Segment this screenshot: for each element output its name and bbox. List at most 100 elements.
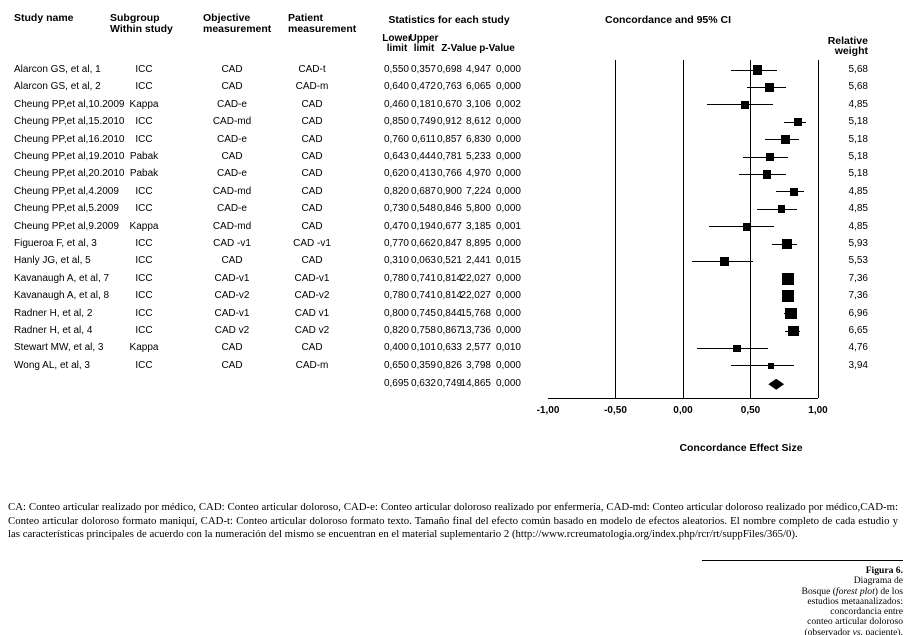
cell-study-name: Stewart MW, et al, 3 (14, 342, 104, 354)
cell-z-value: 22,027 (460, 290, 491, 302)
column-header-upper-limit-line2: limit (413, 43, 435, 54)
cell-upper-limit: 0,633 (436, 342, 462, 354)
cell-relative-weight: 7,36 (848, 290, 868, 302)
cell-subgroup: ICC (135, 272, 153, 284)
cell-upper-limit: 0,857 (436, 133, 462, 145)
table-row: Cheung PP,et al,15.2010 ICC CAD-md CAD 0,850… (0, 114, 906, 130)
column-header-objective-line1: Objective (203, 12, 251, 24)
x-tick-label: 0,00 (673, 405, 693, 416)
cell-relative-weight: 4,85 (848, 98, 868, 110)
cell-objective-measurement: CAD-e (216, 133, 247, 145)
cell-concordance: 0,643 (383, 151, 409, 162)
column-header-concordance-ci: Concordance and 95% CI (604, 14, 732, 26)
cell-upper-limit: 0,698 (436, 64, 462, 75)
cell-study-name: Cheung PP,et al,9.2009 (14, 220, 119, 232)
effect-square (733, 344, 741, 353)
cell-objective-measurement: CAD-e (216, 98, 247, 110)
cell-z-value: 8,895 (465, 238, 491, 249)
cell-upper-limit: 0,867 (436, 325, 462, 336)
cell-lower-limit: 0,357 (410, 64, 436, 75)
cell-relative-weight: 4,85 (848, 220, 868, 232)
ci-whisker (709, 226, 775, 228)
column-header-p-value: p-Value (479, 43, 515, 54)
ci-whisker (707, 104, 774, 106)
cell-p-value: 0,000 (495, 238, 521, 249)
cell-study-name: Alarcon GS, et al, 2 (14, 81, 101, 93)
cell-patient-measurement: CAD-m (295, 81, 329, 93)
cell-subgroup: Kappa (129, 220, 159, 232)
figure-caption-line: (observador vs. paciente). (804, 626, 903, 635)
column-header-subgroup-line2: Within study (110, 23, 173, 35)
cell-relative-weight: 5,68 (848, 64, 868, 75)
table-row: Radner H, et al, 4 ICC CAD v2 CAD v2 0,820 0,… (0, 323, 906, 339)
cell-lower-limit: 0,194 (410, 220, 436, 232)
cell-concordance: 0,730 (383, 203, 409, 215)
cell-z-value: 2,577 (465, 342, 491, 354)
cell-relative-weight: 6,96 (848, 307, 868, 319)
column-header-statistics-group: Statistics for each study (388, 14, 510, 26)
cell-lower-limit: 0,359 (410, 359, 436, 371)
cell-relative-weight: 6,65 (848, 325, 868, 336)
cell-lower-limit: 0,745 (410, 307, 436, 319)
cell-lower-limit: 0,181 (410, 98, 436, 110)
cell-concordance: 0,850 (383, 116, 409, 128)
cell-z-value: 7,224 (465, 185, 491, 197)
cell-relative-weight: 4,85 (848, 203, 868, 215)
cell-objective-measurement: CAD-e (216, 168, 247, 180)
plot-gridline (750, 60, 751, 398)
cell-p-value: 0,000 (495, 185, 521, 197)
cell-lower-limit: 0,101 (410, 342, 436, 354)
cell-z-value: 6,065 (465, 81, 491, 93)
cell-p-value: 0,000 (495, 81, 521, 93)
cell-study-name: Alarcon GS, et al, 1 (14, 64, 101, 75)
table-row: Alarcon GS, et al, 1 ICC CAD CAD-t 0,550 0,35… (0, 62, 906, 78)
table-row: Stewart MW, et al, 3 Kappa CAD CAD 0,400 0,10… (0, 340, 906, 356)
cell-objective-measurement: CAD-md (212, 185, 252, 197)
cell-z-value: 2,441 (465, 255, 491, 267)
plot-gridline (615, 60, 616, 398)
cell-patient-measurement: CAD (301, 151, 323, 162)
cell-subgroup: ICC (135, 64, 153, 75)
cell-relative-weight: 5,18 (848, 116, 868, 128)
cell-objective-measurement: CAD v2 (214, 325, 250, 336)
cell-study-name: Radner H, et al, 2 (14, 307, 93, 319)
cell-relative-weight: 5,93 (848, 238, 868, 249)
cell-subgroup: ICC (135, 307, 153, 319)
column-header-lower-limit-line2: limit (386, 43, 408, 54)
cell-upper-limit: 0,826 (436, 359, 462, 371)
effect-square (782, 239, 792, 249)
table-row: Cheung PP,et al,9.2009 Kappa CAD-md CAD 0,47… (0, 219, 906, 235)
column-header-lower-limit-line1: Lower (382, 33, 412, 44)
effect-square (741, 100, 749, 109)
cell-subgroup: ICC (135, 290, 153, 302)
figure-caption-lines: Diagrama de Bosque (forest plot) de los es… (702, 575, 903, 635)
cell-upper-limit: 0,766 (436, 168, 462, 180)
table-row: Cheung PP,et al,5.2009 ICC CAD-e CAD 0,730 0,… (0, 201, 906, 217)
cell-upper-limit: 0,844 (436, 307, 462, 319)
cell-z-value: 3,798 (465, 359, 491, 371)
cell-patient-measurement: CAD (301, 98, 323, 110)
ci-whisker (696, 347, 769, 349)
cell-lower-limit: 0,687 (410, 185, 436, 197)
cell-subgroup: Pabak (129, 168, 159, 180)
cell-study-name: Kavanaugh A, et al, 7 (14, 272, 110, 284)
effect-square (764, 82, 774, 92)
x-tick-label: -0,50 (604, 405, 627, 416)
cell-upper-limit: 0,912 (436, 116, 462, 128)
cell-study-name: Cheung PP,et al,19.2010 (14, 151, 125, 162)
summary-row: 0,695 0,632 0,749 14,865 0,000 (0, 376, 906, 392)
cell-relative-weight: 4,76 (848, 342, 868, 354)
cell-relative-weight: 3,94 (848, 359, 868, 371)
figure-caption-line: estudios metaanalizados: (807, 595, 903, 607)
effect-square (788, 325, 800, 337)
column-header-upper-limit-line1: Upper (409, 33, 439, 44)
table-row: Radner H, et al, 2 ICC CAD-v1 CAD v1 0,800 0,… (0, 306, 906, 322)
cell-objective-measurement: CAD (221, 342, 243, 354)
cell-z-value: 13,736 (460, 325, 491, 336)
table-row: Cheung PP,et al,20.2010 Pabak CAD-e CAD 0,62… (0, 166, 906, 182)
cell-study-name: Radner H, et al, 4 (14, 325, 93, 336)
cell-study-name: Cheung PP,et al,4.2009 (14, 185, 119, 197)
cell-concordance: 0,760 (383, 133, 409, 145)
cell-relative-weight: 5,53 (848, 255, 868, 267)
cell-concordance: 0,800 (383, 307, 409, 319)
